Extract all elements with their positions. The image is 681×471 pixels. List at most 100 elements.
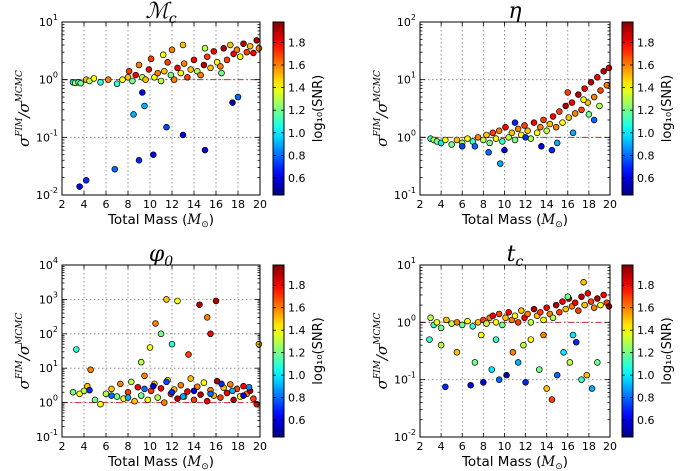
colorbar-tick-label: 1.6 [288, 302, 306, 315]
data-point [489, 312, 497, 320]
data-point [157, 385, 165, 392]
x-label-close: ) [563, 212, 568, 228]
y-tick-label: 101 [397, 256, 416, 272]
data-point [499, 321, 506, 329]
title-subscript: c [169, 11, 177, 27]
data-point [177, 381, 185, 389]
data-point [600, 67, 607, 75]
x-tick-label: 2 [417, 198, 424, 211]
data-point [492, 319, 500, 326]
y-tick-label: 100 [397, 313, 416, 329]
data-point [129, 77, 136, 85]
data-point [124, 388, 132, 396]
colorbar-frame [621, 264, 634, 438]
y-tick-exponent: 4 [53, 256, 58, 265]
colorbar-frame [272, 264, 285, 438]
data-point [571, 299, 579, 306]
title-subscript: c [516, 254, 524, 270]
x-tick-label: 16 [561, 198, 575, 211]
data-point [124, 74, 132, 81]
axes-frame [419, 264, 611, 438]
x-tick-label: 18 [582, 198, 596, 211]
colorbar-tick-label: 1.8 [637, 36, 655, 49]
x-tick-label: 16 [209, 440, 223, 453]
data-point [448, 320, 455, 327]
data-point [197, 391, 204, 398]
data-point [117, 380, 124, 388]
data-point [240, 392, 247, 399]
data-point [179, 393, 187, 400]
data-point [572, 338, 580, 346]
x-tick-label: 6 [459, 440, 466, 453]
axes-frame [61, 264, 261, 438]
data-point [499, 138, 506, 145]
data-point [594, 295, 601, 302]
data-point [511, 119, 519, 126]
y-tick-label: 10-2 [394, 428, 416, 444]
data-point [190, 396, 198, 404]
data-point [185, 351, 192, 358]
x-tick-label: 2 [417, 440, 424, 453]
colorbar-label: log₁₀(SNR) [311, 317, 326, 384]
data-point [184, 388, 191, 395]
data-point [578, 376, 585, 383]
data-point [253, 37, 260, 44]
colorbar-tick-label: 0.8 [288, 392, 306, 405]
data-point [508, 129, 516, 137]
data-point [564, 293, 572, 300]
data-point [163, 378, 170, 386]
data-point [142, 76, 149, 83]
data-point [587, 79, 595, 86]
x-tick-label: 6 [103, 440, 110, 453]
data-point [556, 108, 563, 115]
data-point [495, 310, 503, 318]
x-label-subscript: ⊙ [555, 220, 563, 230]
data-point [201, 45, 209, 52]
x-label-text: Total Mass ( [461, 454, 541, 470]
data-point [108, 392, 115, 399]
data-point [174, 297, 181, 305]
y-tick-base: 10 [36, 131, 50, 144]
plot-area [420, 22, 610, 195]
y-label-sup-mcmc: MCMC [15, 313, 25, 346]
data-point [230, 396, 237, 404]
x-tick-label: 2 [59, 198, 66, 211]
data-point [150, 151, 157, 158]
y-label-sup-mcmc: MCMC [373, 313, 383, 346]
data-point [163, 123, 170, 131]
x-tick-label: 12 [519, 440, 533, 453]
axes-frame [419, 21, 611, 196]
data-point [527, 319, 535, 326]
y-axis-label: σFIM/σMCMC [15, 70, 33, 147]
colorbar-tick-label: 0.6 [288, 172, 306, 185]
data-point [583, 371, 591, 379]
data-point [137, 358, 145, 366]
y-tick-base: 10 [39, 293, 53, 306]
x-label-close: ) [209, 454, 214, 470]
y-tick-label: 102 [397, 13, 416, 29]
colorbar-tick-label: 1.2 [288, 347, 306, 360]
x-tick-label: 12 [519, 198, 533, 211]
colorbar-tick-label: 1.0 [637, 127, 655, 140]
data-point [471, 143, 479, 150]
x-label-close: ) [563, 454, 568, 470]
data-point [197, 71, 204, 79]
panel-title: ℳc [145, 0, 177, 27]
y-tick-base: 10 [36, 431, 50, 444]
data-point [131, 397, 138, 405]
data-point [151, 74, 158, 81]
data-point [113, 393, 121, 400]
y-tick-label: 10-1 [394, 186, 416, 202]
data-point [161, 67, 168, 75]
title-main: t [507, 242, 516, 267]
data-point [553, 371, 561, 379]
data-point [600, 291, 607, 299]
colorbar-tick-label: 0.6 [288, 414, 306, 427]
data-point [207, 64, 214, 72]
x-tick-label: 2 [59, 440, 66, 453]
data-point [130, 111, 137, 118]
y-label-sigma: σ [373, 136, 391, 147]
x-tick-label: 14 [540, 198, 554, 211]
